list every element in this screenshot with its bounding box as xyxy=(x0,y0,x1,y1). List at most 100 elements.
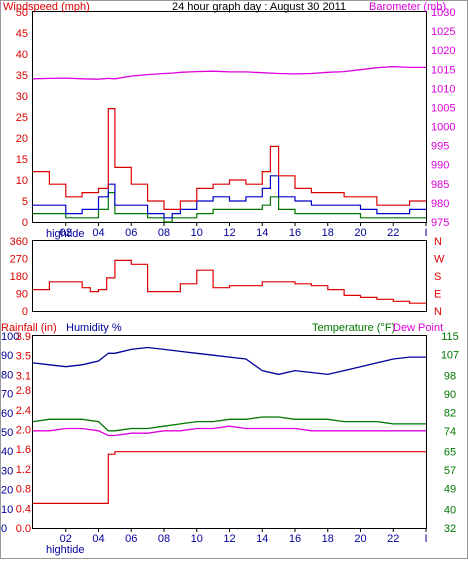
x-tick-label: 10 xyxy=(191,533,203,545)
x-tick-label: 12 xyxy=(223,227,235,239)
wind-direction-panel xyxy=(32,240,427,312)
wind-low-line xyxy=(33,192,426,223)
temperature-y-tick-label: 57 xyxy=(444,465,456,477)
x-tick-label: 08 xyxy=(158,227,170,239)
temperature-y-tick-label: 115 xyxy=(441,331,459,343)
windspeed-line xyxy=(33,108,426,210)
rainfall-y-tick-label: 2.8 xyxy=(16,385,31,397)
temperature-y-tick-label: 40 xyxy=(444,504,456,516)
humidity-y-tick-label: 30 xyxy=(1,465,13,477)
x-tick-label: 18 xyxy=(322,227,334,239)
wind-y-tick-label: 40 xyxy=(16,49,28,61)
humidity-axis-label: Humidity % xyxy=(66,322,122,334)
barometer-axis-label: Barometer (mb) xyxy=(369,1,446,13)
rainfall-y-tick-label: 2.0 xyxy=(16,425,31,437)
barometer-y-tick-label: 1025 xyxy=(431,26,455,38)
barometer-y-tick-label: 1000 xyxy=(431,122,455,134)
x-tick-label: 10 xyxy=(191,227,203,239)
x-tick-label: 08 xyxy=(158,533,170,545)
rainfall-y-tick-label: 0.4 xyxy=(16,503,31,515)
humidity-y-tick-label: 70 xyxy=(1,389,13,401)
barometer-y-tick-label: 995 xyxy=(431,141,449,153)
temperature-y-tick-label: 90 xyxy=(444,389,456,401)
x-tick-label: I xyxy=(424,227,427,239)
humidity-y-tick-label: 90 xyxy=(1,350,13,362)
barometer-y-tick-label: 1005 xyxy=(431,102,455,114)
direction-y-tick-label: 0 xyxy=(22,306,28,318)
temperature-y-tick-label: 98 xyxy=(444,370,456,382)
x-tick-label: 12 xyxy=(223,533,235,545)
wind-y-tick-label: 50 xyxy=(16,7,28,19)
hightide-label-bottom: hightide xyxy=(46,544,85,556)
compass-tick-label: S xyxy=(434,271,441,283)
temperature-y-tick-label: 107 xyxy=(441,350,459,362)
humidity-y-tick-label: 80 xyxy=(1,369,13,381)
x-tick-label: 04 xyxy=(92,533,104,545)
x-tick-label: 02 xyxy=(60,227,72,239)
humidity-y-tick-label: 10 xyxy=(1,504,13,516)
wind-y-tick-label: 35 xyxy=(16,70,28,82)
x-tick-label: 06 xyxy=(125,533,137,545)
rainfall-y-tick-label: 3.9 xyxy=(16,331,31,343)
wind-direction-line xyxy=(33,259,426,304)
hightide-label-top: hightide xyxy=(46,228,85,240)
x-tick-label: I xyxy=(424,533,427,545)
chart-marks: 0510152025303540455097598098599099510001… xyxy=(1,7,459,545)
temperature-y-tick-label: 82 xyxy=(444,407,456,419)
direction-y-tick-label: 360 xyxy=(10,236,28,248)
rainfall-y-tick-label: 0.8 xyxy=(16,484,31,496)
humidity-y-tick-label: 50 xyxy=(1,427,13,439)
x-tick-label: 16 xyxy=(289,533,301,545)
x-tick-label: 02 xyxy=(60,533,72,545)
humidity-y-tick-label: 40 xyxy=(1,446,13,458)
barometer-y-tick-label: 1020 xyxy=(431,45,455,57)
wind-y-tick-label: 15 xyxy=(16,154,28,166)
rainfall-y-tick-label: 1.2 xyxy=(16,464,31,476)
barometer-y-tick-label: 1015 xyxy=(431,64,455,76)
rainfall-y-tick-label: 3.1 xyxy=(16,370,31,382)
wind-y-tick-label: 0 xyxy=(22,217,28,229)
humidity-line xyxy=(32,346,426,376)
compass-tick-label: N xyxy=(434,306,442,318)
wind-y-tick-label: 5 xyxy=(22,196,28,208)
wind-avg-line xyxy=(33,175,426,219)
humidity-y-tick-label: 0 xyxy=(1,523,7,535)
wind-y-tick-label: 20 xyxy=(16,133,28,145)
dewpoint-line xyxy=(33,425,426,437)
temperature-y-tick-label: 74 xyxy=(444,426,456,438)
temperature-y-tick-label: 32 xyxy=(444,523,456,535)
compass-tick-label: E xyxy=(434,289,441,301)
temperature-line xyxy=(32,416,426,432)
barometer-y-tick-label: 1010 xyxy=(431,83,455,95)
barometer-y-tick-label: 975 xyxy=(431,217,449,229)
x-tick-label: 22 xyxy=(387,227,399,239)
direction-y-tick-label: 270 xyxy=(10,254,28,266)
barometer-y-tick-label: 1030 xyxy=(431,7,455,19)
humidity-y-tick-label: 100 xyxy=(1,331,19,343)
wind-barometer-panel xyxy=(32,11,427,223)
compass-tick-label: W xyxy=(434,254,445,266)
chart-title: 24 hour graph day : August 30 2011 xyxy=(172,1,346,13)
rainfall-axis-label: Rainfall (in) xyxy=(1,322,57,334)
rainfall-y-tick-label: 1.6 xyxy=(16,444,31,456)
barometer-y-tick-label: 980 xyxy=(431,198,449,210)
rainfall-y-tick-label: 0.0 xyxy=(16,523,31,535)
x-tick-label: 20 xyxy=(354,227,366,239)
x-tick-label: 04 xyxy=(92,227,104,239)
x-tick-label: 06 xyxy=(125,227,137,239)
x-tick-label: 16 xyxy=(289,227,301,239)
barometer-y-tick-label: 990 xyxy=(431,160,449,172)
wind-y-tick-label: 25 xyxy=(16,112,28,124)
humidity-y-tick-label: 60 xyxy=(1,408,13,420)
wind-y-tick-label: 10 xyxy=(16,175,28,187)
dewpoint-axis-label: Dew Point xyxy=(393,322,443,334)
direction-y-tick-label: 180 xyxy=(10,271,28,283)
temperature-y-tick-label: 65 xyxy=(444,447,456,459)
direction-y-tick-label: 90 xyxy=(16,289,28,301)
rainfall-line xyxy=(33,451,426,504)
x-tick-label: 14 xyxy=(256,533,268,545)
windspeed-axis-label: Windspeed (mph) xyxy=(3,1,90,13)
barometer-line xyxy=(32,65,426,80)
